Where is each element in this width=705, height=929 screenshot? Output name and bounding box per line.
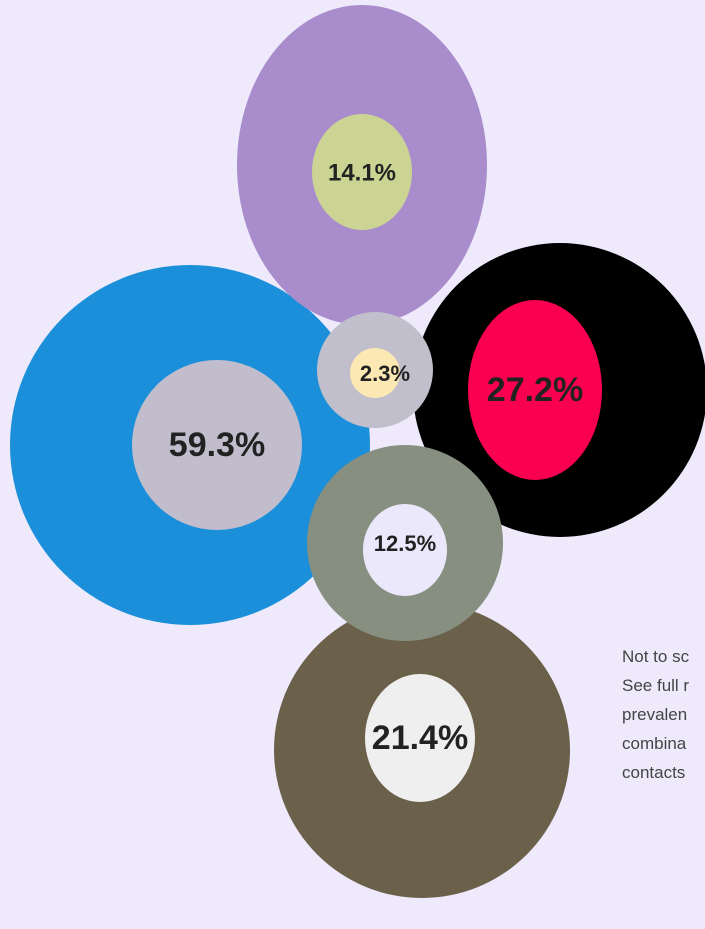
label: 59.3% bbox=[169, 426, 265, 464]
label: 27.2% bbox=[487, 371, 583, 409]
label: 21.4% bbox=[372, 719, 468, 757]
note-line: combina bbox=[622, 734, 687, 753]
label: 14.1% bbox=[328, 159, 396, 186]
circle-inner-grey bbox=[132, 360, 302, 530]
label: 12.5% bbox=[374, 531, 436, 556]
circle-red bbox=[468, 300, 602, 480]
note-line: See full r bbox=[622, 676, 689, 695]
circle-lavender bbox=[363, 504, 447, 596]
label: 2.3% bbox=[360, 361, 410, 386]
note-line: contacts bbox=[622, 763, 685, 782]
note-line: prevalen bbox=[622, 705, 687, 724]
circle-olive bbox=[312, 114, 412, 230]
note-line: Not to sc bbox=[622, 647, 690, 666]
circle-yellow bbox=[350, 348, 400, 398]
circle-light bbox=[365, 674, 475, 802]
